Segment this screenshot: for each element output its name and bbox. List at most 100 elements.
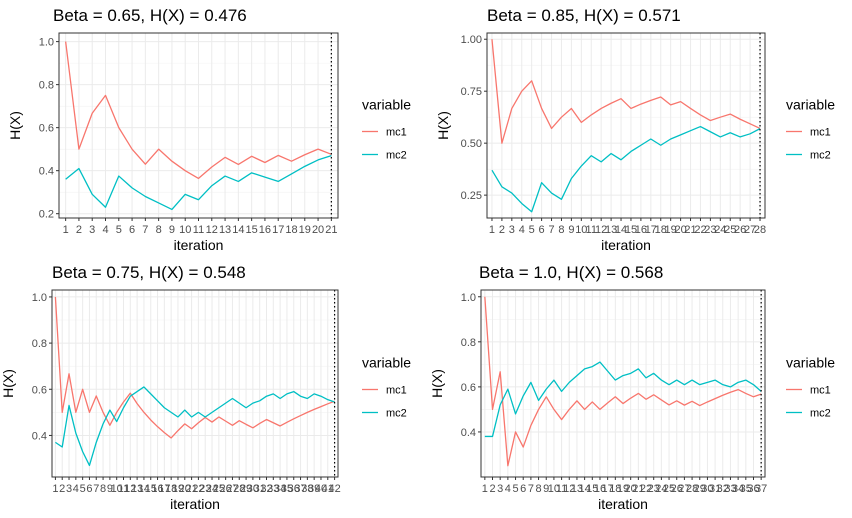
y-tick-label: 0.4	[39, 166, 54, 178]
x-tick-label: 9	[543, 483, 549, 495]
x-tick-label: 12	[595, 224, 607, 236]
x-tick-label: 23	[199, 483, 211, 495]
y-tick-label: 0.50	[461, 138, 482, 150]
plot-border	[51, 289, 339, 478]
x-tick-label: 25	[724, 224, 736, 236]
x-tick-label: 11	[586, 224, 597, 236]
legend-label-mc1: mc1	[810, 385, 831, 397]
x-tick-label: 34	[732, 483, 744, 495]
x-tick-label: 21	[185, 483, 197, 495]
x-tick-label: 8	[536, 483, 542, 495]
x-tick-label: 18	[655, 224, 667, 236]
chart-title: Beta = 0.75, H(X) = 0.548	[52, 263, 246, 282]
legend-label-mc2: mc2	[810, 150, 831, 162]
x-tick-label: 42	[328, 483, 340, 495]
x-tick-label: 6	[129, 224, 135, 236]
x-tick-label: 22	[192, 483, 204, 495]
x-tick-label: 12	[206, 224, 218, 236]
x-tick-label: 31	[254, 483, 266, 495]
legend: variable mc1 mc2	[362, 355, 411, 420]
x-tick-label: 13	[219, 224, 231, 236]
x-tick-label: 16	[635, 224, 647, 236]
x-tick-label: 7	[93, 483, 99, 495]
x-tick-label: 20	[312, 224, 324, 236]
x-tick-label: 23	[648, 483, 660, 495]
x-tick-label: 14	[232, 224, 244, 236]
x-tick-label: 25	[213, 483, 225, 495]
x-tick-label: 9	[169, 224, 175, 236]
legend-title: variable	[362, 355, 411, 371]
series-line-mc1	[54, 296, 335, 439]
y-tick-label: 1.0	[461, 292, 476, 304]
x-tick-label: 26	[671, 483, 683, 495]
x-tick-label: 15	[145, 483, 157, 495]
y-tick-label: 0.6	[32, 384, 47, 396]
x-tick-label: 13	[605, 224, 617, 236]
x-tick-label: 7	[528, 483, 534, 495]
legend-label-mc2: mc2	[810, 408, 831, 420]
x-tick-label: 20	[179, 483, 191, 495]
x-tick-label: 26	[734, 224, 746, 236]
y-tick-label: 0.4	[32, 430, 47, 442]
legend-label-mc2: mc2	[386, 150, 407, 162]
y-tick-label: 0.2	[39, 209, 54, 221]
series-line-mc2	[65, 155, 332, 211]
x-tick-label: 40	[315, 483, 327, 495]
legend-label-mc1: mc1	[386, 385, 407, 397]
x-tick-label: 21	[684, 224, 696, 236]
x-tick-label: 14	[615, 224, 627, 236]
x-tick-label: 10	[111, 483, 123, 495]
y-axis-title: H(X)	[0, 369, 16, 398]
y-tick-label: 0.75	[461, 86, 482, 98]
x-tick-label: 24	[655, 483, 667, 495]
x-tick-label: 8	[156, 224, 162, 236]
x-tick-label: 27	[678, 483, 690, 495]
x-tick-label: 11	[193, 224, 204, 236]
x-tick-label: 19	[665, 224, 677, 236]
x-tick-label: 5	[116, 224, 122, 236]
x-tick-label: 29	[240, 483, 252, 495]
x-tick-label: 19	[299, 224, 311, 236]
x-tick-label: 17	[272, 224, 284, 236]
x-tick-label: 41	[322, 483, 334, 495]
legend: variable mc1 mc2	[786, 97, 835, 162]
x-tick-label: 2	[489, 483, 495, 495]
x-tick-label: 9	[107, 483, 113, 495]
x-tick-label: 13	[571, 483, 583, 495]
x-tick-label: 14	[138, 483, 150, 495]
x-tick-label: 10	[575, 224, 587, 236]
x-tick-label: 19	[617, 483, 629, 495]
x-tick-label: 15	[246, 224, 258, 236]
x-tick-label: 1	[489, 224, 495, 236]
x-tick-label: 16	[259, 224, 271, 236]
x-tick-label: 33	[267, 483, 279, 495]
x-tick-label: 16	[594, 483, 606, 495]
y-tick-label: 0.25	[461, 190, 482, 202]
x-tick-label: 24	[714, 224, 726, 236]
x-tick-label: 20	[674, 224, 686, 236]
x-tick-label: 10	[548, 483, 560, 495]
legend-label-mc1: mc1	[810, 127, 831, 139]
plot-background	[487, 33, 765, 218]
x-tick-label: 28	[686, 483, 698, 495]
y-tick-label: 0.8	[32, 338, 47, 350]
series-line-mc1	[64, 41, 332, 180]
x-tick-label: 16	[151, 483, 163, 495]
x-tick-label: 10	[179, 224, 191, 236]
x-tick-label: 4	[519, 224, 525, 236]
y-tick-label: 0.8	[461, 337, 476, 349]
x-tick-label: 18	[285, 224, 297, 236]
x-tick-label: 37	[294, 483, 306, 495]
y-tick-label: 1.0	[39, 37, 54, 49]
x-axis-title: iteration	[170, 496, 220, 512]
x-tick-label: 3	[66, 483, 72, 495]
y-tick-label: 0.6	[461, 382, 476, 394]
x-tick-label: 12	[124, 483, 136, 495]
x-tick-label: 29	[694, 483, 706, 495]
x-tick-label: 7	[142, 224, 148, 236]
plot-border	[486, 32, 766, 219]
series-line-mc2	[484, 361, 762, 438]
series-line-mc2	[491, 125, 761, 213]
